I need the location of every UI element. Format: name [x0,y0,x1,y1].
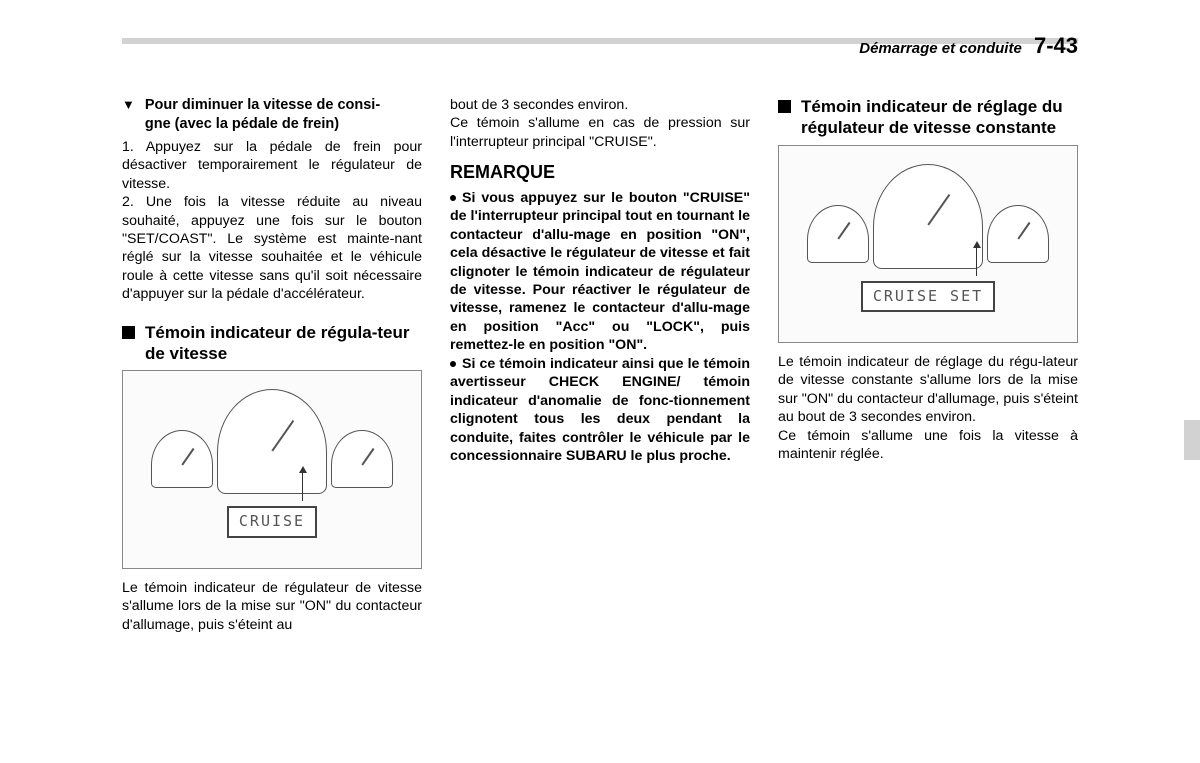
gauge-cluster [137,389,407,488]
gauge-right [331,430,393,488]
gauge-right [987,205,1049,263]
cruise-set-label-box: CRUISE SET [861,281,995,313]
callout-arrow [976,246,978,276]
remarque-item: Si ce témoin indicateur ainsi que le tém… [450,355,750,466]
paragraph: Le témoin indicateur de régulateur de vi… [122,579,422,634]
cruise-label-box: CRUISE [227,506,317,538]
remarque-text: Si ce témoin indicateur ainsi que le tém… [450,356,750,464]
bullet-icon [450,195,456,201]
gauge-cluster [793,164,1063,263]
paragraph: Ce témoin s'allume une fois la vitesse à… [778,427,1078,464]
paragraph: Le témoin indicateur de réglage du régu-… [778,353,1078,427]
column-3: Témoin indicateur de réglage du régulate… [778,96,1078,634]
paragraph: 2. Une fois la vitesse réduite au niveau… [122,193,422,304]
subsection-title: Pour diminuer la vitesse de consi- gne (… [145,96,380,134]
gauge-center [873,164,983,269]
gauge-center [217,389,327,494]
paragraph: 1. Appuyez sur la pédale de frein pour d… [122,138,422,193]
callout-arrow [302,471,304,501]
side-tab-marker [1184,420,1200,460]
column-2: bout de 3 secondes environ. Ce témoin s'… [450,96,750,634]
square-marker-icon [778,100,791,113]
bullet-icon [450,361,456,367]
page-header: Démarrage et conduite 7-43 [859,33,1078,59]
remarque-item: Si vous appuyez sur le bouton "CRUISE" d… [450,189,750,355]
callout-wrap: CRUISE [137,488,407,538]
triangle-marker-icon: ▼ [122,97,135,114]
square-marker-icon [122,326,135,339]
content-columns: ▼ Pour diminuer la vitesse de consi- gne… [122,96,1078,634]
gauge-left [151,430,213,488]
callout-wrap: CRUISE SET [793,263,1063,313]
page-number: 7-43 [1034,33,1078,58]
gauge-left [807,205,869,263]
instrument-cluster-illustration: CRUISE SET [778,145,1078,344]
section-title: Témoin indicateur de régula-teur de vite… [145,322,422,365]
paragraph: bout de 3 secondes environ. [450,96,750,114]
section-heading: Témoin indicateur de régula-teur de vite… [122,322,422,365]
column-1: ▼ Pour diminuer la vitesse de consi- gne… [122,96,422,634]
section-title: Témoin indicateur de réglage du régulate… [801,96,1078,139]
section-name: Démarrage et conduite [859,40,1022,57]
remarque-heading: REMARQUE [450,161,750,184]
subsection-heading: ▼ Pour diminuer la vitesse de consi- gne… [122,96,422,134]
paragraph: Ce témoin s'allume en cas de pression su… [450,114,750,151]
section-heading: Témoin indicateur de réglage du régulate… [778,96,1078,139]
instrument-cluster-illustration: CRUISE [122,370,422,569]
remarque-text: Si vous appuyez sur le bouton "CRUISE" d… [450,190,750,354]
